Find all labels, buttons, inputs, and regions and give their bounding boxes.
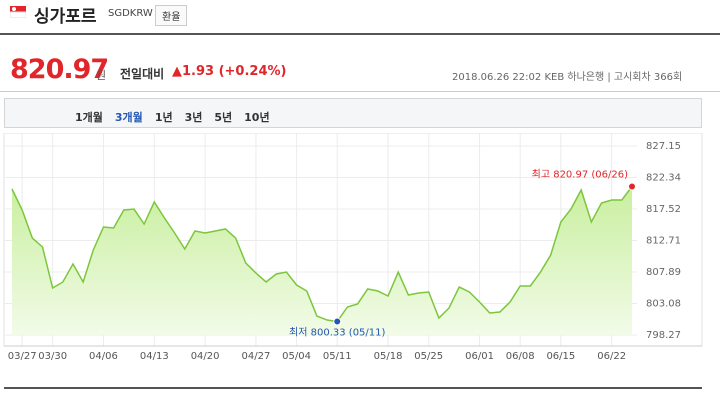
x-tick-label: 05/04 (282, 351, 311, 362)
min-label: 최저 800.33 (05/11) (289, 327, 385, 339)
flag (10, 6, 26, 18)
period-tabs: 1개월 3개월 1년 3년 5년 10년 (4, 98, 702, 128)
y-tick-label: 803.08 (646, 299, 681, 310)
period-tab[interactable]: 10년 (244, 111, 270, 124)
divider (0, 33, 720, 35)
datetime: 2018.06.26 22:02 (452, 72, 542, 83)
period-tab[interactable]: 1개월 (75, 111, 103, 124)
quote-info: 2018.06.26 22:02 KEB 하나은행 | 고시회차 366회 (452, 72, 683, 83)
min-point (333, 317, 342, 326)
y-tick-label: 807.89 (646, 267, 681, 278)
y-tick-label: 827.15 (646, 141, 681, 152)
round: 고시회차 366회 (613, 72, 683, 83)
x-tick-label: 04/27 (242, 351, 271, 362)
max-label: 최고 820.97 (06/26) (532, 168, 628, 180)
price: 820.97 (10, 54, 109, 85)
bank: KEB 하나은행 (544, 72, 605, 83)
line (11, 185, 633, 323)
y-tick-label: 812.71 (646, 236, 681, 247)
currency-name: 싱가포르 (34, 7, 97, 27)
change-value: 1.93 (+0.24%) (182, 64, 287, 79)
price-unit: 원 (96, 69, 107, 82)
currency-code: SGDKRW (108, 8, 153, 19)
x-tick-label: 03/27 (8, 351, 37, 362)
x-tick-label: 06/08 (506, 351, 535, 362)
x-tick-label: 04/06 (89, 351, 118, 362)
period-tab[interactable]: 3년 (184, 111, 203, 124)
divider (4, 387, 702, 389)
x-tick-label: 04/20 (191, 351, 220, 362)
period-tab[interactable]: 1년 (154, 111, 173, 124)
x-tick-label: 04/13 (140, 351, 169, 362)
x-tick-label: 06/01 (465, 351, 494, 362)
period-tab[interactable]: 5년 (214, 111, 233, 124)
y-tick-label: 822.34 (646, 172, 681, 183)
x-tick-label: 03/30 (38, 351, 67, 362)
area (12, 186, 632, 335)
divider (0, 91, 720, 92)
max-point (628, 182, 636, 191)
up-arrow: ▲ (172, 64, 182, 79)
x-tick-label: 06/22 (597, 351, 626, 362)
y-tick-label: 817.52 (646, 204, 681, 215)
change: ▲1.93 (+0.24%) (172, 64, 286, 79)
x-tick-label: 05/18 (374, 351, 403, 362)
y-tick-label: 798.27 (646, 330, 681, 341)
rate-button[interactable]: 환율 (155, 5, 188, 26)
period-tab[interactable]: 3개월 (114, 111, 143, 124)
chart: 798.27 803.08 807.89 812.71 817.52 822.34 827.… (3, 133, 703, 362)
x-tick-label: 06/15 (546, 351, 575, 362)
change-label: 전일대비 (120, 67, 165, 81)
x-tick-label: 05/11 (323, 351, 352, 362)
x-tick-label: 05/25 (414, 351, 443, 362)
